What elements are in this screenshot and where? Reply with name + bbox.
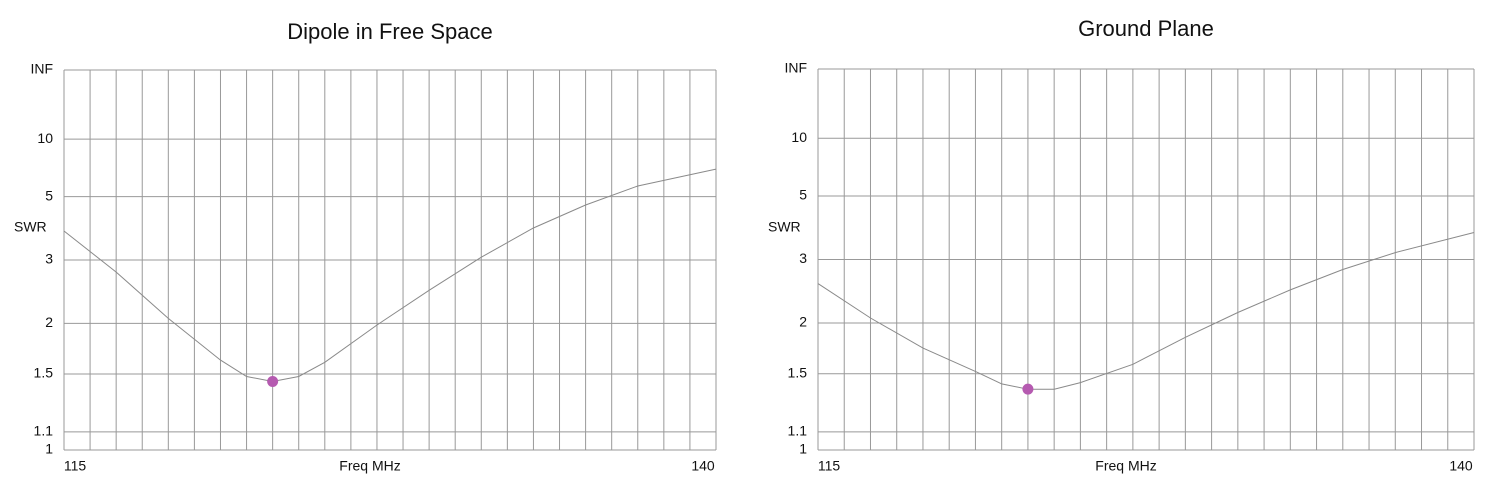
swr-line bbox=[63, 168, 717, 383]
y-tick-label: 3 bbox=[799, 250, 807, 266]
y-tick-label: 3 bbox=[45, 251, 53, 267]
x-axis-label: Freq MHz bbox=[1095, 458, 1156, 474]
y-tick-label: 2 bbox=[45, 314, 53, 330]
y-tick-label: INF bbox=[784, 60, 807, 76]
y-tick-label: 1.1 bbox=[788, 423, 808, 439]
chart-title: Dipole in Free Space bbox=[287, 19, 492, 44]
y-tick-label: 2 bbox=[799, 314, 807, 330]
y-tick-label: 1 bbox=[45, 441, 53, 457]
y-tick-label: 10 bbox=[37, 130, 53, 146]
y-tick-label: 1 bbox=[799, 441, 807, 457]
x-tick-label: 115 bbox=[818, 458, 841, 474]
y-axis-label: SWR bbox=[14, 219, 47, 235]
min-marker bbox=[1022, 383, 1034, 395]
min-marker bbox=[267, 375, 279, 387]
y-tick-label: 1.5 bbox=[34, 365, 54, 381]
y-tick-label: 10 bbox=[791, 129, 807, 145]
chart-title: Ground Plane bbox=[1078, 16, 1214, 41]
x-tick-label: 140 bbox=[1449, 458, 1473, 474]
swr-line bbox=[817, 232, 1475, 390]
y-axis-label: SWR bbox=[768, 219, 801, 235]
x-tick-label: 115 bbox=[64, 458, 87, 474]
y-tick-label: 5 bbox=[799, 187, 807, 203]
x-axis-label: Freq MHz bbox=[339, 458, 400, 474]
y-tick-label: 5 bbox=[45, 187, 53, 203]
y-tick-label: 1.1 bbox=[34, 423, 54, 439]
y-tick-label: INF bbox=[30, 61, 53, 77]
y-tick-label: 1.5 bbox=[788, 365, 808, 381]
x-tick-label: 140 bbox=[691, 458, 715, 474]
